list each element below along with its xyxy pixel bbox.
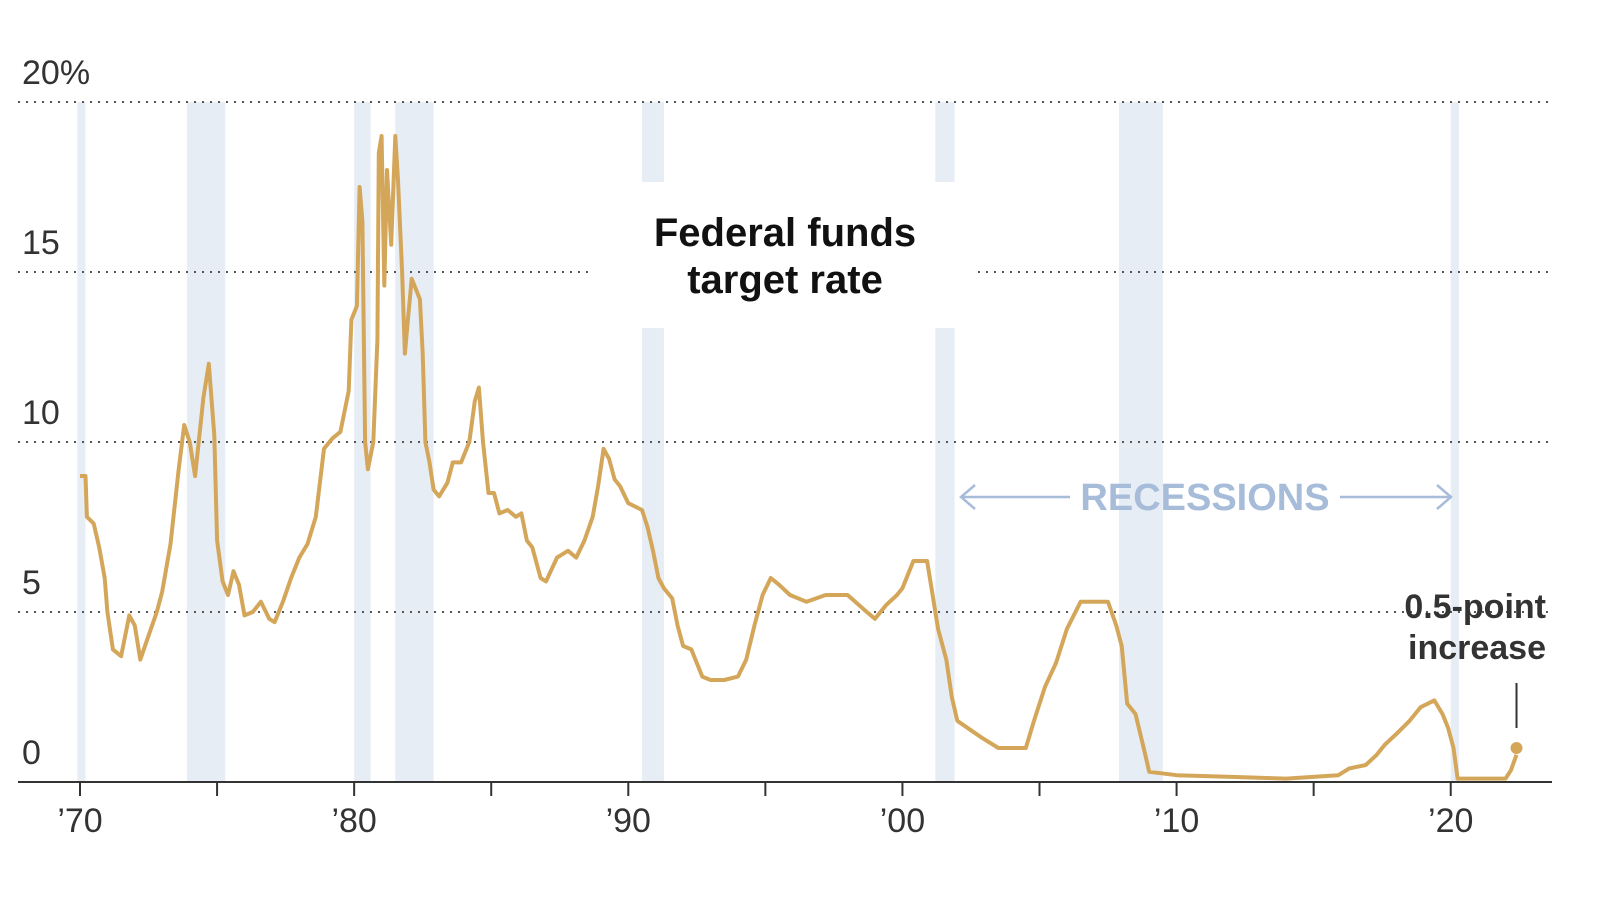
recession-band [77, 102, 86, 782]
y-tick-label: 10 [22, 394, 60, 432]
recessions-arrowhead-left [959, 484, 976, 510]
y-tick-label: 0 [22, 734, 41, 772]
recessions-label: RECESSIONS [1080, 477, 1329, 519]
annotation-dot [1510, 742, 1523, 754]
y-tick-label: 20% [22, 54, 90, 92]
x-tick-label: ’10 [1154, 802, 1199, 840]
x-tick-label: ’80 [331, 802, 376, 840]
x-tick-label: ’70 [57, 802, 102, 840]
x-tick-label: ’00 [880, 802, 925, 840]
rate-line [80, 134, 1519, 781]
y-tick-label: 5 [22, 564, 41, 602]
title-background [590, 182, 976, 328]
x-tick-label: ’90 [606, 802, 651, 840]
chart-title: Federal funds [654, 211, 916, 255]
annotation-text: increase [1408, 629, 1546, 667]
recession-band [1450, 102, 1459, 782]
x-tick-label: ’20 [1428, 802, 1473, 840]
recessions-arrowhead-right [1436, 484, 1453, 510]
chart-title: target rate [687, 258, 883, 302]
y-tick-label: 15 [22, 224, 60, 262]
annotation-text: 0.5-point [1404, 588, 1546, 626]
